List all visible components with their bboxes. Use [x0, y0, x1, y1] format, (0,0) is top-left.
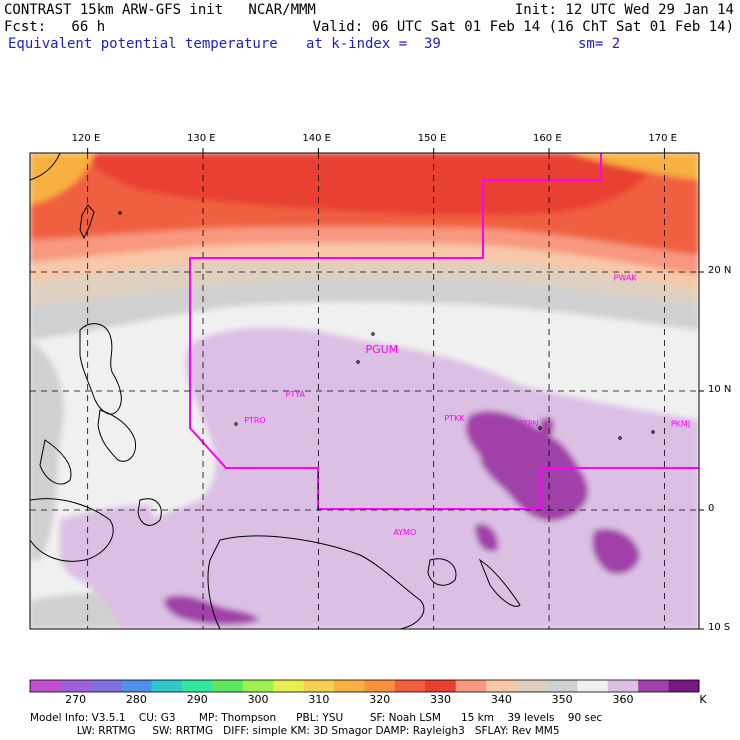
coast-taiwan	[79, 204, 95, 240]
coast-palawan	[39, 439, 72, 485]
map-tick-marks	[87, 148, 704, 630]
lon-tick-label: 120 E	[71, 133, 101, 144]
lat-lon-grid	[30, 153, 699, 629]
colorbar-swatch	[334, 680, 365, 692]
model-info-line1: Model Info: V3.5.1 CU: G3 MP: Thompson P…	[30, 712, 603, 724]
lon-tick-label: 140 E	[302, 133, 331, 144]
colorbar-tick-label: 280	[125, 693, 147, 706]
station-label-ptya: PTYA	[286, 390, 306, 399]
lat-tick-label: 20 N	[708, 265, 732, 276]
model-title: CONTRAST 15km ARW-GFS init NCAR/MMM	[4, 2, 316, 18]
colorbar-swatch	[546, 680, 578, 692]
coast-new-britain	[427, 558, 457, 586]
colorbar	[29, 679, 700, 693]
init-time: Init: 12 UTC Wed 29 Jan 14	[514, 2, 734, 18]
coast-luzon	[79, 323, 122, 415]
station-label-aymo: AYMO	[393, 528, 416, 537]
colorbar-swatch	[516, 680, 548, 692]
colorbar-swatch	[638, 680, 670, 692]
colorbar-tick-label: 270	[65, 693, 87, 706]
colorbar-swatch	[182, 680, 213, 692]
forecast-hour: Fcst: 66 h	[4, 19, 106, 35]
colorbar-tick-label: 320	[369, 693, 391, 706]
colorbar-swatch	[60, 680, 92, 692]
colorbar-swatch	[151, 680, 183, 692]
station-label-ptpn: PTPN	[518, 420, 539, 429]
colorbar-tick-label: 300	[247, 693, 269, 706]
station-label-pwak: PWAK	[614, 273, 638, 282]
lon-tick-label: 130 E	[187, 133, 216, 144]
colorbar-swatch	[303, 680, 335, 692]
model-info-line2: LW: RRTMG SW: RRTMG DIFF: simple KM: 3D …	[30, 725, 560, 737]
colorbar-tick-label: 350	[551, 693, 573, 706]
lat-tick-label: 10 N	[708, 384, 732, 395]
station-label-pkmj: PKMJ	[671, 420, 690, 429]
colorbar-swatch	[577, 680, 609, 692]
station-markers: PGUM PTYA PTRO PTKK PTPN PKMJ PWAK AYMO	[244, 273, 690, 537]
colorbar-swatch	[394, 680, 426, 692]
field-name: Equivalent potential temperature	[8, 36, 278, 52]
lat-tick-label: 0	[708, 503, 715, 514]
colorbar-tick-label: 330	[430, 693, 452, 706]
station-label-ptkk: PTKK	[444, 414, 465, 423]
colorbar-swatch	[121, 680, 153, 692]
station-label-pgum: PGUM	[365, 343, 398, 356]
lon-tick-label: 170 E	[648, 133, 677, 144]
coast-new-guinea	[207, 535, 425, 629]
station-label-ptro: PTRO	[244, 416, 266, 425]
colorbar-swatch	[668, 680, 700, 692]
colorbar-swatch	[30, 680, 61, 692]
colorbar-frame	[29, 679, 700, 693]
coast-borneo	[30, 498, 114, 562]
lon-tick-label: 150 E	[417, 133, 447, 144]
smoothing-info: sm= 2	[578, 36, 621, 52]
coast-mindanao	[97, 409, 137, 462]
lon-tick-label: 160 E	[533, 133, 562, 144]
colorbar-tick-label: 340	[490, 693, 512, 706]
colorbar-swatch	[486, 680, 518, 692]
colorbar-swatch	[364, 680, 396, 692]
colorbar-swatch	[425, 680, 457, 692]
colorbar-unit: K	[699, 693, 707, 706]
coast-guam	[371, 332, 375, 336]
colorbar-tick-label: 310	[308, 693, 330, 706]
coast-sulawesi	[137, 498, 162, 526]
colorbar-swatch	[607, 680, 639, 692]
level-info: at k-index = 39	[306, 36, 441, 52]
domain-boundary-line	[189, 153, 699, 510]
colorbar-swatch	[212, 680, 244, 692]
coast-solomons	[478, 558, 521, 607]
coastlines	[30, 153, 655, 629]
theta-e-field	[30, 153, 699, 629]
lat-tick-label: 10 S	[708, 622, 731, 633]
colorbar-swatch	[273, 680, 305, 692]
colorbar-swatch	[455, 680, 487, 692]
colorbar-tick-label: 360	[612, 693, 634, 706]
colorbar-swatch	[242, 680, 274, 692]
colorbar-swatch	[90, 680, 122, 692]
colorbar-tick-label: 290	[186, 693, 208, 706]
coast-china	[30, 153, 61, 181]
valid-time: Valid: 06 UTC Sat 01 Feb 14 (16 ChT Sat …	[312, 19, 734, 35]
